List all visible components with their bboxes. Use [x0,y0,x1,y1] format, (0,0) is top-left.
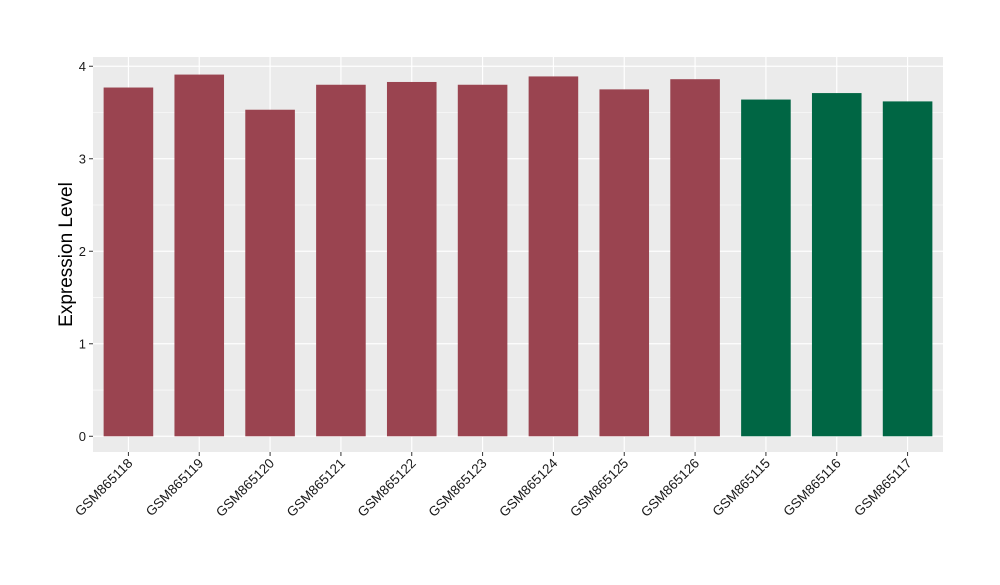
bar-GSM865122 [386,81,437,437]
x-tick-label: GSM865119 [143,456,207,520]
bar-GSM865116 [811,93,862,437]
bar-GSM865118 [103,87,154,437]
x-tick-label: GSM865125 [567,456,631,520]
bar-GSM865126 [670,79,720,437]
y-axis: 0 1 2 3 4 [79,59,93,444]
x-tick-label: GSM865123 [425,456,489,520]
bar-GSM865117 [882,101,933,437]
x-tick-label: GSM865120 [213,456,277,520]
x-tick-label: GSM865116 [780,456,844,520]
y-tick-label: 4 [79,59,86,74]
x-tick-label: GSM865126 [638,456,702,520]
y-tick-label: 3 [79,151,86,166]
x-tick-label: GSM865124 [496,455,561,520]
bar-GSM865115 [741,99,791,437]
plot-panel [93,57,943,452]
bar-GSM865123 [457,84,508,437]
bars [103,74,933,437]
bar-GSM865119 [174,74,225,437]
x-tick-label: GSM865121 [284,456,348,520]
y-axis-title: Expression Level [56,182,77,327]
y-tick-label: 0 [79,429,86,444]
x-tick-label: GSM865115 [710,456,774,520]
x-tick-label: GSM865117 [851,456,915,520]
x-tick-label: GSM865122 [355,456,419,520]
bar-GSM865125 [599,89,650,437]
bar-GSM865121 [316,84,366,437]
y-tick-label: 2 [79,244,86,259]
x-axis: GSM865118 GSM865119 GSM865120 GSM865121 GSM8… [72,452,915,520]
bar-GSM865120 [245,109,295,437]
x-tick-label: GSM865118 [72,456,136,520]
y-tick-label: 1 [79,336,86,351]
bar-GSM865124 [528,76,579,437]
